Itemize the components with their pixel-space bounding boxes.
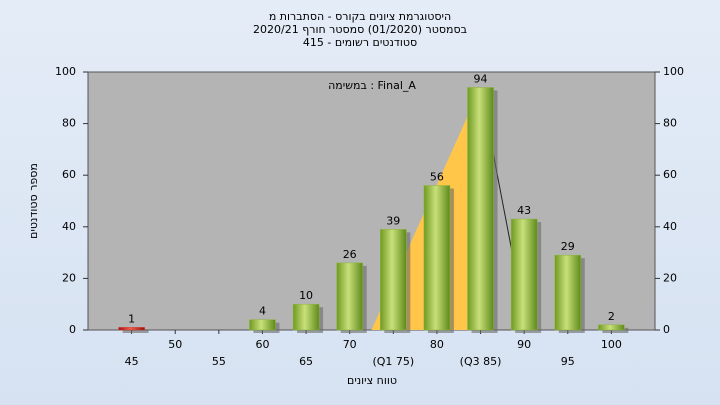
y2-tick-label: 0 (663, 323, 670, 336)
bar (554, 254, 582, 331)
bar (249, 319, 276, 331)
y2-tick-label: 40 (663, 220, 677, 233)
value-label: 43 (517, 204, 531, 217)
x-tick-label: (Q3 85) (460, 355, 502, 368)
x-tick-label: 70 (343, 338, 357, 351)
y-tick-label: 40 (62, 220, 76, 233)
x-tick-label: 80 (430, 338, 444, 351)
value-label: 4 (259, 305, 266, 318)
x-axis-label: טווח ציונים (347, 374, 397, 387)
bar (510, 218, 538, 331)
x-tick-label: 100 (601, 338, 622, 351)
y2-tick-label: 60 (663, 168, 677, 181)
x-tick-label: 45 (125, 355, 139, 368)
subtitle: סטודנטים רשומים - 415 (303, 36, 417, 49)
y2-tick-label: 80 (663, 117, 677, 130)
value-label: 39 (386, 214, 400, 227)
value-label: 94 (474, 72, 488, 85)
y-axis-label: מספר סטודנטים (27, 163, 40, 239)
y-tick-label: 100 (55, 65, 76, 78)
x-tick-label: 90 (517, 338, 531, 351)
value-label: 26 (343, 248, 357, 261)
x-tick-label: 65 (299, 355, 313, 368)
bar (467, 87, 494, 331)
x-tick-label: (Q1 75) (372, 355, 414, 368)
value-label: 29 (561, 240, 575, 253)
value-label: 56 (430, 171, 444, 184)
x-tick-label: 55 (212, 355, 226, 368)
title: היסטוגרמת ציונים בקורס - הסתברות מ (269, 10, 451, 23)
y-tick-label: 80 (62, 117, 76, 130)
bar (118, 327, 145, 331)
bar-shadow (602, 327, 629, 333)
bar (423, 185, 451, 331)
x-tick-label: 95 (561, 355, 575, 368)
value-label: 2 (608, 310, 615, 323)
x-tick-label: 50 (168, 338, 182, 351)
y2-tick-label: 20 (663, 271, 677, 284)
value-label: 1 (128, 312, 135, 325)
bar (598, 324, 625, 331)
y-tick-label: 0 (69, 323, 76, 336)
bar-shadow (122, 330, 149, 333)
bar (292, 303, 320, 331)
y-tick-label: 20 (62, 271, 76, 284)
value-label: 10 (299, 289, 313, 302)
x-tick-label: 60 (255, 338, 269, 351)
annotation: במשימה : Final_A (328, 79, 416, 92)
bar (380, 229, 407, 331)
y-tick-label: 60 (62, 168, 76, 181)
y2-tick-label: 100 (663, 65, 684, 78)
bar (336, 262, 363, 331)
subtitle: בסמסטר (01/2020) סמסטר חורף 2020/21 (253, 23, 467, 36)
